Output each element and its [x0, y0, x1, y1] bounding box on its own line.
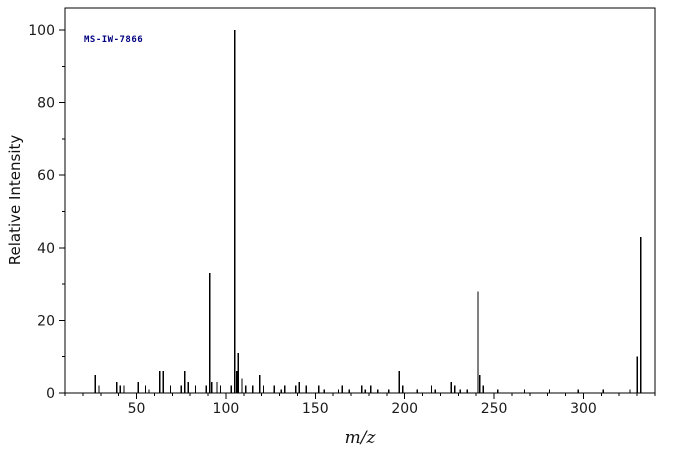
x-tick-label: 150	[302, 401, 329, 417]
x-axis-label: m/z	[344, 428, 376, 448]
x-axis-ticks: 50 100 150 200 250 300	[64, 393, 656, 417]
x-tick-label: 100	[213, 401, 240, 417]
plot-border	[64, 7, 656, 394]
y-tick-label: 100	[28, 23, 55, 39]
x-tick-label: 200	[391, 401, 418, 417]
peaks	[94, 30, 642, 393]
y-tick-label: 0	[46, 386, 55, 402]
y-tick-label: 60	[37, 168, 55, 184]
y-axis-label: Relative Intensity	[6, 134, 24, 266]
y-tick-label: 80	[37, 96, 55, 112]
y-tick-label: 20	[37, 313, 55, 329]
y-axis-ticks: 0 20 40 60 80 100	[28, 23, 65, 402]
x-tick-label: 250	[481, 401, 508, 417]
x-tick-label: 300	[570, 401, 597, 417]
spectrum-id-annotation: MS-IW-7866	[84, 35, 144, 45]
y-tick-label: 40	[37, 241, 55, 257]
x-tick-label: 50	[128, 401, 146, 417]
